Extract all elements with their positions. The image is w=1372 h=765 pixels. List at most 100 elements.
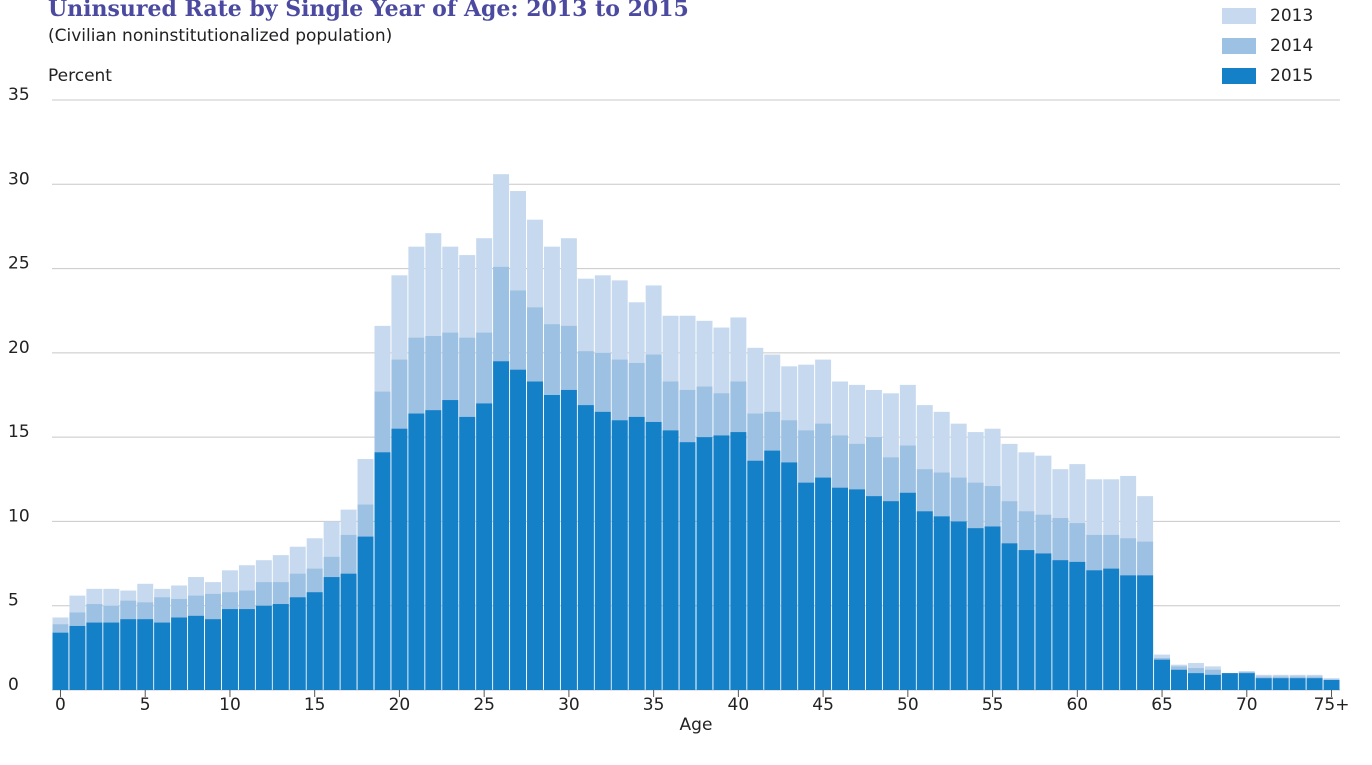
bar [1018,550,1035,690]
bar [967,528,984,690]
bar [696,437,713,690]
bar [340,573,357,690]
x-tick-label: 5 [140,695,151,715]
bar [645,421,662,690]
bar [1204,674,1221,690]
bar [272,604,289,690]
x-tick-label: 25 [473,695,495,715]
bar [899,492,916,690]
x-tick-label: 10 [219,695,241,715]
legend-swatch [1222,68,1256,84]
bar [1069,561,1086,690]
bar [1120,575,1137,690]
chart-subtitle: (Civilian noninstitutionalized populatio… [48,26,392,46]
bar [69,625,86,690]
y-tick-label: 25 [8,254,30,274]
bar [1001,543,1018,690]
bar [120,619,137,690]
bar [103,622,120,690]
bar [798,482,815,690]
legend-label: 2014 [1270,36,1313,56]
bar [289,597,306,690]
bar [815,477,832,690]
y-tick-label: 5 [8,591,19,611]
x-tick-label: 0 [55,695,66,715]
bar [1171,669,1187,690]
bar [221,609,238,690]
x-tick-label: 45 [812,695,834,715]
bar [662,430,679,690]
bar [137,619,154,690]
bar [374,452,391,690]
x-tick-label: 75+ [1314,695,1350,715]
bar [171,617,188,690]
y-tick-label: 35 [8,85,30,105]
legend-swatch [1222,8,1256,24]
x-axis-label: Age [680,715,713,735]
x-tick-label: 35 [643,695,665,715]
bar [1323,679,1340,690]
bar [493,361,510,690]
bar [594,411,611,690]
x-tick-label: 65 [1151,695,1173,715]
bar [1103,568,1120,690]
bar [306,592,323,690]
bar [1035,553,1052,690]
bar [1137,575,1154,690]
bar [628,416,645,690]
bar [1272,678,1289,690]
bar [476,403,493,690]
bar [577,405,594,690]
chart-title: Uninsured Rate by Single Year of Age: 20… [48,0,689,22]
bar [882,501,899,690]
bar [865,496,882,690]
legend-swatch [1222,38,1256,54]
bar [188,615,205,690]
bar [527,381,543,690]
bar [255,605,272,690]
x-tick-label: 20 [389,695,411,715]
bar [849,489,865,690]
bar [832,487,849,690]
bar [611,420,628,690]
bar [1154,659,1171,690]
bar [442,400,459,690]
bar [1306,678,1323,690]
bar [1289,678,1306,690]
bar [425,410,442,690]
bar [1086,570,1103,690]
legend-label: 2013 [1270,6,1313,26]
bar [1255,678,1272,690]
x-tick-label: 40 [728,695,750,715]
bar [916,511,933,690]
legend-label: 2015 [1270,66,1313,86]
bar [1187,673,1204,690]
x-tick-label: 50 [897,695,919,715]
bar [1052,560,1069,690]
bar [391,428,408,690]
y-axis-label: Percent [48,66,112,86]
bar [1221,673,1238,690]
bar [510,369,527,690]
bar [323,577,340,690]
bar [459,416,476,690]
x-tick-label: 70 [1236,695,1258,715]
bar [933,516,950,690]
bar [781,462,798,690]
bar [950,521,967,690]
y-tick-label: 20 [8,338,30,358]
bar [747,460,764,690]
bar [730,432,747,690]
y-tick-label: 10 [8,506,30,526]
bar [52,632,69,690]
bar [984,526,1001,690]
x-tick-label: 60 [1066,695,1088,715]
bar [1238,673,1255,690]
bar [357,536,374,690]
bar [154,622,171,690]
y-tick-label: 15 [8,422,30,442]
bar [560,389,577,690]
bar [764,450,781,690]
bar [543,395,560,690]
